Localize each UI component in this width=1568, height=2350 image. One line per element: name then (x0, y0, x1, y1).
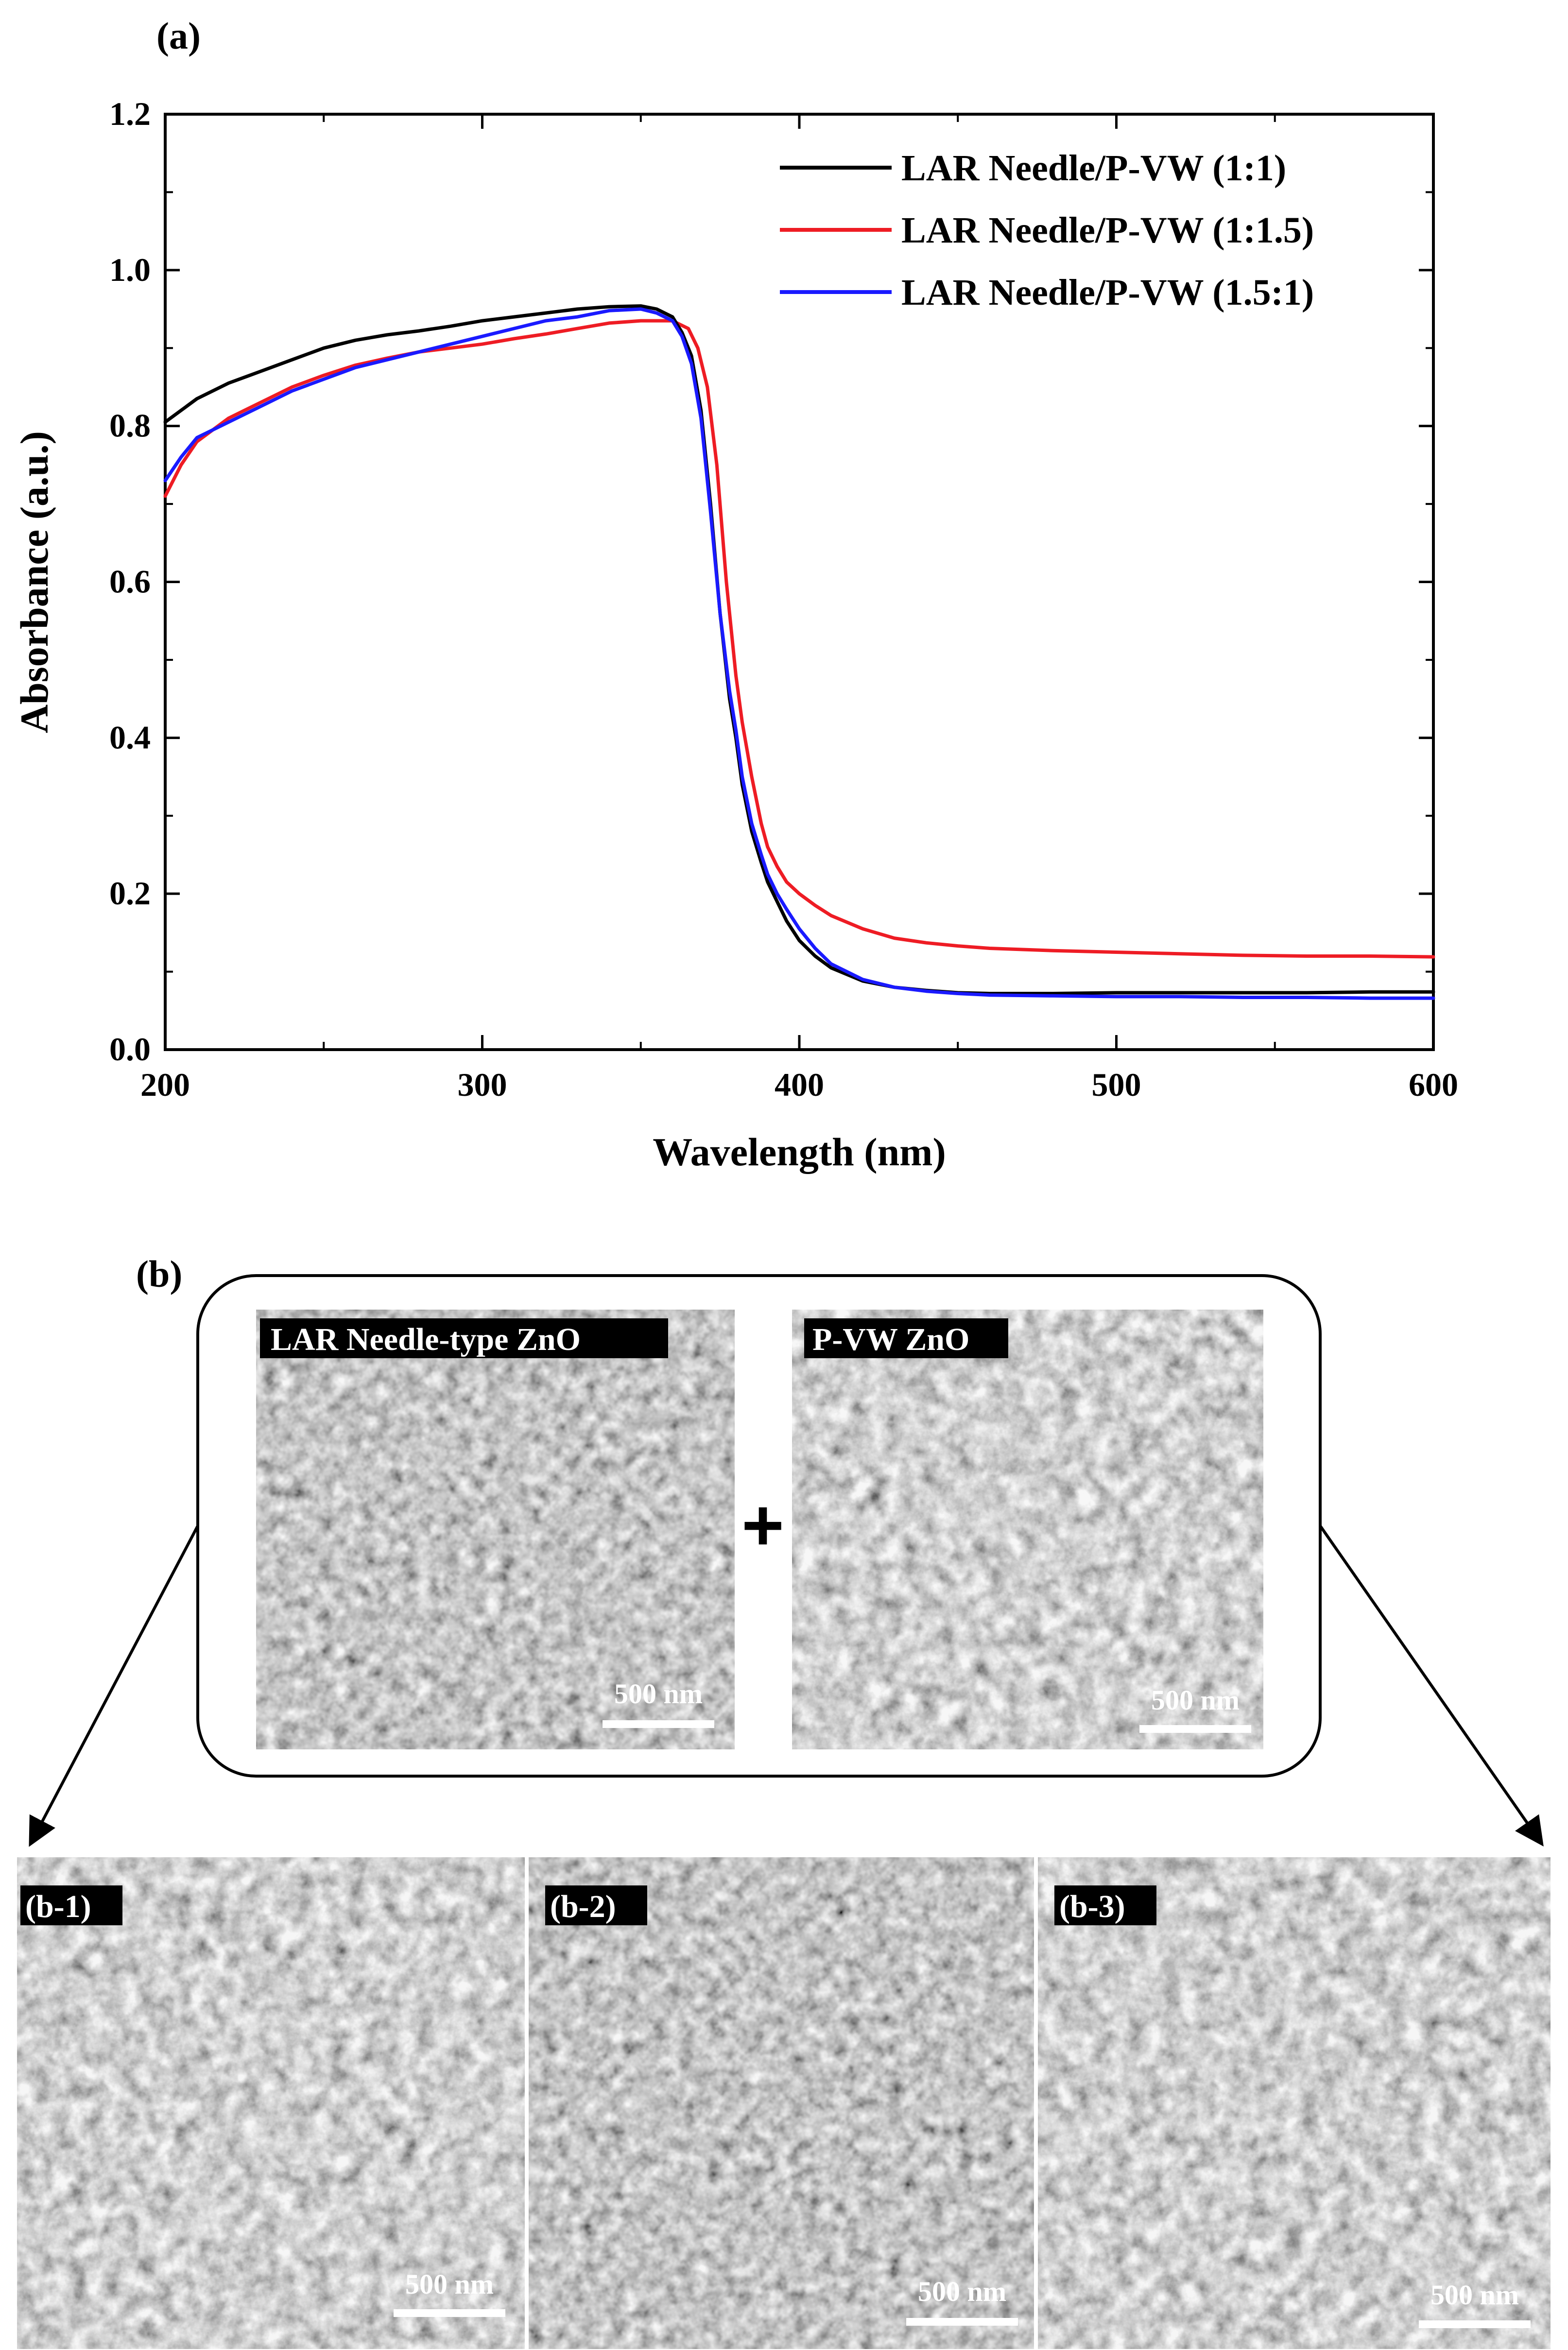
y-tick-label: 0.4 (109, 719, 151, 756)
sem-image-pvw-zno: P-VW ZnO 500 nm (792, 1310, 1263, 1749)
series-line-1 (163, 304, 1435, 995)
plot-frame (164, 113, 1435, 1051)
x-axis-title: Wavelength (nm) (653, 1130, 946, 1174)
scalebar-label-b2: 500 nm (918, 2276, 1006, 2307)
scalebar-label-b3: 500 nm (1430, 2279, 1519, 2311)
scalebar-b1 (394, 2309, 505, 2317)
scalebar-label-b1: 500 nm (405, 2268, 494, 2300)
legend-label: LAR Needle/P-VW (1.5:1) (901, 272, 1314, 313)
x-tick-label: 200 (140, 1066, 190, 1103)
x-axis-ticks: 200 300 400 500 600 (140, 114, 1458, 1103)
sem-label-b2: (b-2) (550, 1889, 616, 1924)
series-line-2 (163, 319, 1435, 959)
legend-label: LAR Needle/P-VW (1:1.5) (901, 210, 1314, 251)
arrow-left (29, 1525, 199, 1847)
scalebar-label-2: 500 nm (1151, 1684, 1240, 1716)
sem-label-b3: (b-3) (1059, 1889, 1125, 1924)
y-tick-label: 0.0 (109, 1031, 151, 1068)
image-divider-1 (525, 1857, 529, 2349)
sem-image-b3: (b-3) 500 nm (1038, 1857, 1551, 2349)
y-tick-label: 1.0 (109, 251, 151, 288)
arrow-right (1319, 1525, 1544, 1847)
x-tick-label: 500 (1092, 1066, 1141, 1103)
sem-label-lar-needle: LAR Needle-type ZnO (271, 1322, 581, 1357)
legend-label: LAR Needle/P-VW (1:1) (901, 148, 1286, 189)
sem-image-lar-needle-zno: LAR Needle-type ZnO 500 nm (256, 1310, 735, 1749)
y-tick-label: 0.2 (109, 875, 151, 912)
panel-a-label: (a) (156, 15, 201, 57)
scalebar-2 (1139, 1725, 1251, 1733)
y-axis-ticks: 0.0 0.2 0.4 0.6 0.8 1.0 1.2 (109, 95, 1433, 1068)
series-lines (163, 304, 1435, 1000)
panel-b-label: (b) (136, 1253, 182, 1295)
scalebar-label-1: 500 nm (614, 1678, 703, 1710)
sem-image-b1: (b-1) 500 nm (17, 1857, 525, 2349)
x-tick-label: 300 (458, 1066, 507, 1103)
y-tick-label: 0.6 (109, 563, 151, 600)
x-tick-label: 400 (775, 1066, 824, 1103)
y-tick-label: 1.2 (109, 95, 151, 132)
image-divider-2 (1034, 1857, 1038, 2349)
scalebar-b3 (1419, 2320, 1531, 2328)
legend: LAR Needle/P-VW (1:1) LAR Needle/P-VW (1:… (780, 148, 1314, 313)
sem-label-b1: (b-1) (25, 1889, 91, 1924)
scalebar-1 (603, 1720, 714, 1728)
sem-label-pvw: P-VW ZnO (812, 1322, 969, 1357)
y-axis-title: Absorbance (a.u.) (12, 431, 56, 733)
scalebar-b2 (906, 2318, 1018, 2326)
x-tick-label: 600 (1409, 1066, 1458, 1103)
sem-image-b2: (b-2) 500 nm (529, 1857, 1034, 2349)
absorbance-chart: 0.0 0.2 0.4 0.6 0.8 1.0 1.2 200 300 400 500 600 Wa… (12, 95, 1458, 1174)
series-line-3 (163, 307, 1435, 1000)
y-tick-label: 0.8 (109, 407, 151, 444)
plus-sign: + (741, 1484, 784, 1566)
